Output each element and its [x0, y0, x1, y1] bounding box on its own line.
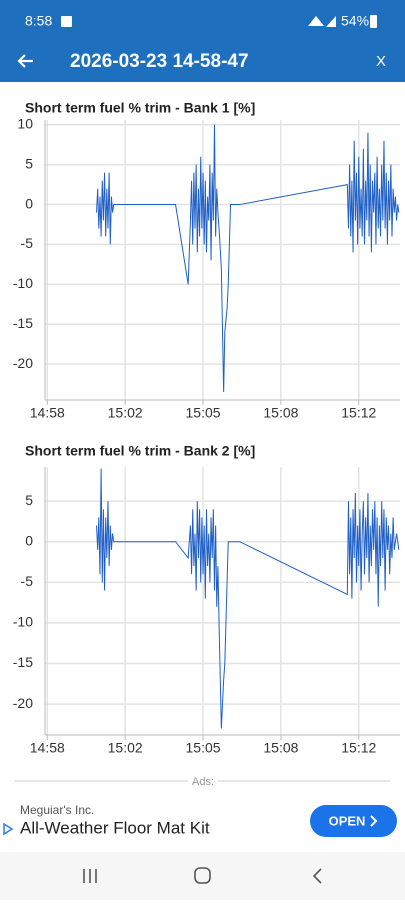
ad-choices-icon[interactable] — [3, 822, 14, 836]
nav-bar — [0, 852, 405, 900]
y-tick-label: 5 — [25, 492, 33, 508]
nav-back-button[interactable] — [312, 868, 322, 884]
x-tick-label: 14:58 — [30, 740, 65, 756]
x-tick-label: 15:12 — [341, 740, 376, 756]
gallery-icon — [61, 16, 72, 27]
ad-headline: All-Weather Floor Mat Kit — [20, 818, 210, 837]
home-button[interactable] — [194, 867, 211, 884]
x-tick-label: 15:05 — [186, 740, 221, 756]
chart-title: Short term fuel % trim - Bank 1 [%] — [25, 100, 255, 116]
app-bar — [0, 0, 405, 82]
y-tick-label: -20 — [13, 355, 33, 371]
y-tick-label: -15 — [13, 654, 33, 670]
x-tick-label: 15:12 — [341, 405, 376, 421]
ad-open-label: OPEN — [329, 813, 366, 828]
y-tick-label: -5 — [21, 235, 34, 251]
x-tick-label: 15:02 — [108, 740, 143, 756]
charts: Short term fuel % trim - Bank 1 [%] -20 -1… — [13, 100, 400, 756]
signal-icon — [326, 16, 336, 27]
ad-open-button[interactable] — [310, 805, 397, 837]
battery-level: 54% — [341, 13, 369, 29]
y-tick-label: -20 — [13, 695, 33, 711]
recents-button[interactable] — [83, 869, 97, 883]
ad-advertiser: Meguiar's Inc. — [20, 803, 94, 817]
y-tick-label: 0 — [25, 532, 33, 548]
y-tick-label: 0 — [25, 195, 33, 211]
header-title: 2026-03-23 14-58-47 — [70, 51, 249, 72]
y-tick-label: -10 — [13, 275, 33, 291]
status-time: 8:58 — [25, 13, 52, 29]
y-tick-label: -5 — [21, 573, 34, 589]
data-line — [96, 124, 400, 393]
back-button[interactable] — [17, 54, 33, 68]
wifi-icon — [308, 16, 324, 26]
data-line — [96, 468, 400, 729]
x-tick-label: 15:08 — [263, 740, 298, 756]
y-tick-label: 5 — [25, 155, 33, 171]
y-tick-label: -15 — [13, 315, 33, 331]
x-tick-label: 14:58 — [30, 405, 65, 421]
y-tick-label: 10 — [17, 115, 33, 131]
y-tick-label: -10 — [13, 614, 33, 630]
close-button[interactable]: X — [376, 53, 386, 70]
x-tick-label: 15:08 — [263, 405, 298, 421]
ad-label: Ads: — [192, 776, 214, 788]
battery-icon — [370, 15, 377, 28]
x-tick-label: 15:02 — [108, 405, 143, 421]
chart-title: Short term fuel % trim - Bank 2 [%] — [25, 443, 255, 459]
x-tick-label: 15:05 — [186, 405, 221, 421]
ad-open-chevron — [370, 815, 378, 827]
